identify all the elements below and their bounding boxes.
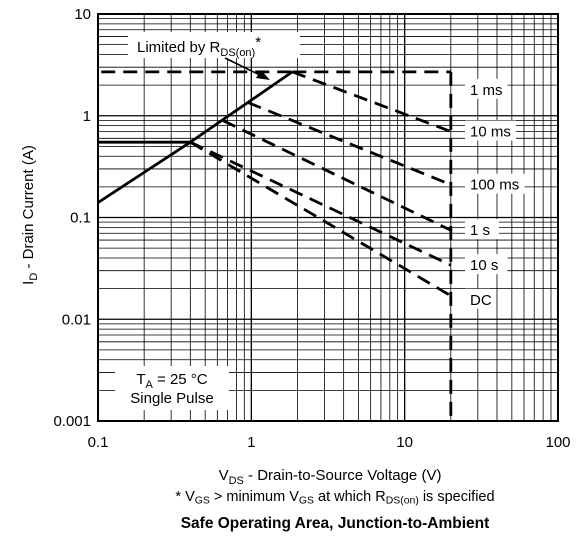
series-label-dc: DC bbox=[470, 292, 492, 309]
y-tick-label: 1 bbox=[83, 108, 91, 125]
x-tick-label: 10 bbox=[396, 434, 413, 451]
series-line-10s bbox=[189, 140, 452, 267]
soa-curves bbox=[97, 70, 453, 421]
plot-frame bbox=[97, 13, 559, 422]
footnote: * VGS > minimum VGS at which RDS(on) is … bbox=[175, 489, 495, 507]
series-label-1s: 1 s bbox=[470, 222, 490, 239]
rds-limit-line bbox=[97, 70, 294, 204]
series-line-dc bbox=[189, 140, 452, 298]
x-tick-label: 1 bbox=[247, 434, 255, 451]
series-labels: 1 ms 10 ms 100 ms 1 s 10 s DC bbox=[465, 78, 525, 309]
series-label-10ms: 10 ms bbox=[470, 124, 511, 141]
ambient-temperature-label: TA = 25 °C bbox=[136, 371, 207, 391]
x-axis-title: VDS - Drain-to-Source Voltage (V) bbox=[219, 467, 442, 487]
soa-chart: 0.1 1 10 100 0.001 0.01 0.1 1 10 1 ms 10 ms 100 ms… bbox=[20, 6, 571, 487]
series-label-bg bbox=[465, 254, 508, 275]
series-line-100ms bbox=[247, 101, 452, 187]
series-label-bg bbox=[465, 173, 525, 194]
y-tick-label: 0.01 bbox=[62, 311, 91, 328]
series-label-100ms: 100 ms bbox=[470, 177, 519, 194]
y-tick-label: 0.001 bbox=[53, 413, 91, 430]
series-label-bg bbox=[465, 219, 499, 240]
y-tick-label: 0.1 bbox=[70, 210, 91, 227]
grid-lines bbox=[98, 14, 558, 421]
x-tick-label: 0.1 bbox=[88, 434, 109, 451]
series-line-10ms bbox=[291, 70, 452, 133]
y-tick-label: 10 bbox=[74, 6, 91, 23]
series-label-bg bbox=[465, 288, 491, 309]
conditions-box: TA = 25 °C Single Pulse bbox=[115, 366, 229, 410]
rds-limit-arrowhead bbox=[256, 70, 270, 80]
rds-limit-annotation: Limited by RDS(on)* bbox=[128, 32, 300, 80]
rds-limit-label: Limited by RDS(on)* bbox=[137, 34, 261, 59]
series-label-bg bbox=[465, 78, 508, 99]
series-label-1ms: 1 ms bbox=[470, 82, 503, 99]
y-axis-title: ID - Drain Current (A) bbox=[20, 145, 40, 285]
tick-labels: 0.1 1 10 100 0.001 0.01 0.1 1 10 bbox=[53, 6, 570, 451]
series-line-1s bbox=[222, 119, 452, 232]
chart-caption: Safe Operating Area, Junction-to-Ambient bbox=[180, 515, 490, 532]
single-pulse-label: Single Pulse bbox=[130, 390, 213, 407]
series-label-10s: 10 s bbox=[470, 257, 498, 274]
x-tick-label: 100 bbox=[545, 434, 570, 451]
series-label-bg bbox=[465, 120, 516, 141]
